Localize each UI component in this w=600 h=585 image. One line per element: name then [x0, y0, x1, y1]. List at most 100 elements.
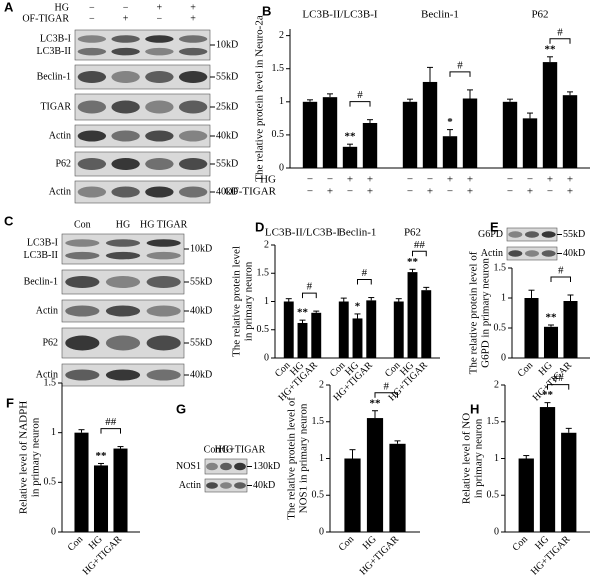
bar — [366, 418, 384, 532]
lane-label: HG — [116, 219, 130, 230]
blot-band — [105, 239, 141, 247]
x-tick-label: HG+TIGAR — [529, 534, 573, 578]
bracket-label: # — [457, 59, 463, 71]
significance-mark: ** — [407, 256, 419, 268]
y-tick-label: 0.5 — [272, 129, 285, 140]
blot-row-label: Actin — [36, 369, 58, 380]
blot-band — [145, 186, 174, 198]
condition-sign: − — [507, 186, 513, 198]
blot-band — [145, 100, 174, 114]
size-label: 40kD — [190, 305, 212, 316]
bracket-label: # — [362, 267, 368, 279]
bracket — [412, 250, 427, 257]
condition-sign: − — [89, 13, 95, 24]
blot-row-label: Actin — [481, 248, 503, 259]
condition-sign: − — [157, 13, 163, 24]
y-tick-label: 1 — [51, 427, 56, 438]
bar — [113, 448, 128, 532]
x-tick-label: Con — [337, 534, 357, 554]
blot-band — [146, 305, 181, 317]
lane-label: HG TIGAR — [140, 219, 188, 230]
significance-mark: ** — [542, 389, 554, 401]
blot-band — [105, 251, 141, 260]
condition-sign: − — [89, 2, 95, 13]
condition-label: HG — [55, 2, 69, 13]
bar — [539, 407, 556, 532]
significance-mark: ** — [96, 450, 108, 462]
bar — [522, 118, 538, 168]
blot-band — [111, 100, 140, 114]
blot-band — [525, 250, 539, 257]
group-label: LC3B-II/LC3B-I — [265, 227, 340, 239]
blot-row-label: Actin — [36, 305, 58, 316]
blot-band — [105, 335, 141, 351]
blot-band — [508, 231, 523, 238]
blot-band — [178, 100, 208, 114]
bar — [311, 312, 322, 358]
size-label: 55kD — [190, 337, 212, 348]
blot-band — [541, 231, 556, 238]
blot-band — [178, 47, 208, 56]
y-axis-label: in primary neuron — [30, 417, 42, 497]
lane-label: Con — [204, 444, 221, 455]
blot-strip — [74, 29, 211, 61]
blot-row-label: LC3B-I — [40, 33, 71, 44]
size-label: 130kD — [253, 461, 280, 472]
bar — [442, 136, 458, 168]
condition-sign: − — [327, 174, 333, 186]
condition-sign: − — [547, 186, 553, 198]
size-label: 40kD — [253, 480, 275, 491]
y-tick-label: 0.5 — [44, 477, 57, 488]
bar — [462, 98, 478, 168]
blot-band — [111, 158, 140, 170]
significance-mark: * — [355, 300, 361, 312]
bar — [352, 318, 363, 358]
blot-band — [65, 305, 100, 317]
size-label: 55kD — [563, 229, 585, 240]
group-label: Beclin-1 — [339, 227, 377, 239]
blot-band — [145, 71, 174, 83]
bracket — [100, 428, 121, 434]
blot-band — [178, 158, 208, 170]
panel-label: E — [490, 219, 499, 234]
size-label: 40kD — [216, 130, 238, 141]
blot-band — [65, 276, 100, 288]
blot-band — [65, 251, 100, 260]
bar — [93, 465, 109, 532]
bar — [344, 458, 361, 532]
y-tick-label: 1.5 — [312, 416, 325, 427]
condition-label: HG — [260, 174, 276, 186]
bracket — [357, 279, 372, 285]
bar — [74, 432, 89, 532]
blot-band — [178, 186, 208, 198]
blot-row-label: LC3B-II — [37, 46, 71, 57]
y-axis-label: The relative protein level of — [468, 251, 480, 374]
y-axis-label: The relative protein level in Neuro-2a — [254, 15, 266, 182]
bracket-label: # — [558, 265, 564, 277]
bracket-label: ## — [553, 372, 565, 384]
condition-sign: − — [307, 186, 313, 198]
size-label: 25kD — [216, 101, 238, 112]
y-tick-label: 1.5 — [44, 377, 57, 388]
condition-sign: + — [367, 186, 373, 198]
bracket — [349, 101, 371, 107]
bar — [283, 301, 294, 358]
significance-mark: * — [447, 116, 453, 128]
bracket-label: ## — [105, 416, 117, 428]
y-tick-label: 2 — [319, 379, 324, 390]
x-tick-label: Con — [66, 534, 86, 554]
bracket-label: # — [384, 380, 390, 392]
blot-row-label: LC3B-I — [27, 237, 58, 248]
panel-label: D — [255, 219, 264, 234]
blot-row-label: TIGAR — [40, 101, 71, 112]
condition-sign: − — [347, 186, 353, 198]
blot-band — [145, 130, 174, 142]
bar — [297, 322, 308, 358]
condition-sign: + — [447, 174, 453, 186]
significance-mark: ** — [297, 307, 309, 319]
bracket-label: # — [557, 26, 563, 38]
panel-label: A — [4, 0, 14, 14]
y-axis-label: The relative protein level — [231, 246, 243, 357]
panel-label: F — [6, 395, 14, 410]
y-tick-label: 1.5 — [487, 416, 500, 427]
